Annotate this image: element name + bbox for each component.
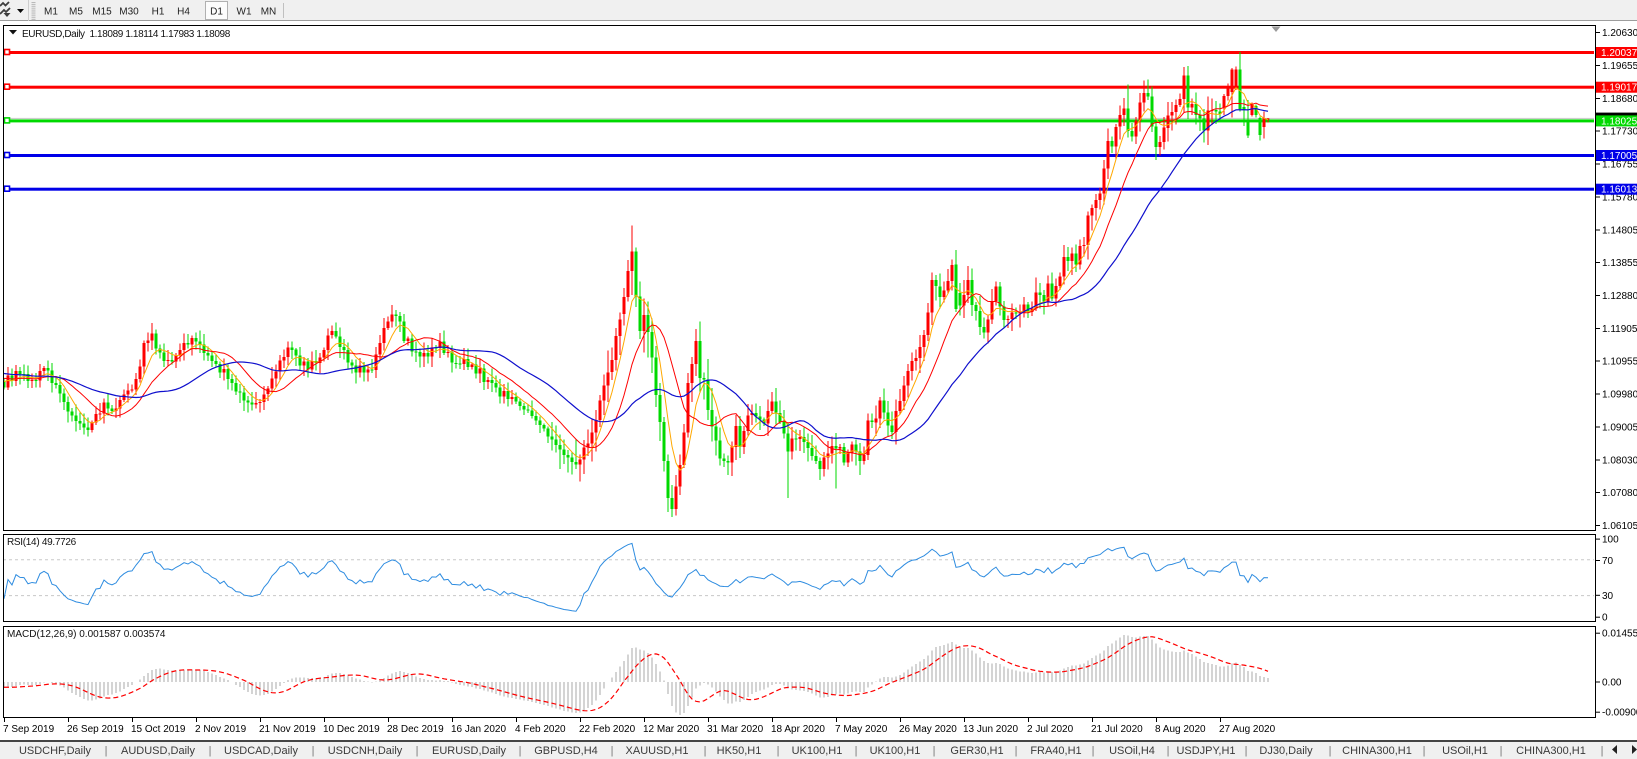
svg-text:M15: M15 — [92, 7, 112, 18]
svg-text:0.014556: 0.014556 — [1602, 629, 1637, 640]
svg-text:H1: H1 — [152, 7, 165, 18]
svg-text:FRA40,H1: FRA40,H1 — [1030, 745, 1081, 757]
svg-text:2 Nov 2019: 2 Nov 2019 — [195, 724, 247, 735]
svg-text:1.17005: 1.17005 — [1601, 151, 1637, 162]
svg-text:1.19017: 1.19017 — [1601, 83, 1637, 94]
svg-text:0.00: 0.00 — [1602, 678, 1622, 689]
svg-text:|: | — [611, 745, 614, 757]
svg-text:1.16013: 1.16013 — [1601, 185, 1637, 196]
svg-text:|: | — [1092, 745, 1095, 757]
svg-text:|: | — [1601, 745, 1604, 757]
svg-text:H4: H4 — [177, 7, 190, 18]
svg-text:|: | — [1015, 745, 1018, 757]
svg-text:13 Jun 2020: 13 Jun 2020 — [963, 724, 1018, 735]
svg-text:16 Jan 2020: 16 Jan 2020 — [451, 724, 506, 735]
svg-text:M5: M5 — [69, 7, 83, 18]
svg-text:DJ30,Daily: DJ30,Daily — [1259, 745, 1313, 757]
svg-text:|: | — [1329, 745, 1332, 757]
svg-text:EURUSD,Daily: EURUSD,Daily — [432, 745, 506, 757]
svg-text:|: | — [1167, 745, 1170, 757]
svg-text:|: | — [519, 745, 522, 757]
svg-text:EURUSD,Daily 1.18089 1.18114: EURUSD,Daily 1.18089 1.18114 1.17983 1.1… — [22, 29, 231, 40]
svg-text:1.13855: 1.13855 — [1602, 258, 1637, 269]
svg-text:7 May 2020: 7 May 2020 — [835, 724, 888, 735]
svg-text:HK50,H1: HK50,H1 — [717, 745, 762, 757]
svg-text:1.18680: 1.18680 — [1602, 94, 1637, 105]
svg-text:D1: D1 — [210, 7, 223, 18]
svg-text:1.14805: 1.14805 — [1602, 226, 1637, 237]
svg-text:USDCNH,Daily: USDCNH,Daily — [328, 745, 403, 757]
svg-text:|: | — [777, 745, 780, 757]
svg-text:12 Mar 2020: 12 Mar 2020 — [643, 724, 700, 735]
svg-text:|: | — [1500, 745, 1503, 757]
svg-text:MACD(12,26,9) 0.001587 0.00357: MACD(12,26,9) 0.001587 0.003574 — [7, 629, 166, 640]
svg-text:RSI(14) 49.7726: RSI(14) 49.7726 — [7, 537, 77, 548]
svg-text:1.19655: 1.19655 — [1602, 61, 1637, 72]
svg-text:|: | — [704, 745, 707, 757]
svg-text:21 Jul 2020: 21 Jul 2020 — [1091, 724, 1143, 735]
svg-text:|: | — [855, 745, 858, 757]
svg-text:XAUUSD,H1: XAUUSD,H1 — [626, 745, 689, 757]
svg-text:1.15780: 1.15780 — [1602, 193, 1637, 204]
svg-text:UK100,H1: UK100,H1 — [792, 745, 843, 757]
svg-text:|: | — [933, 745, 936, 757]
svg-text:|: | — [1423, 745, 1426, 757]
svg-text:1.09005: 1.09005 — [1602, 423, 1637, 434]
svg-text:|: | — [209, 745, 212, 757]
svg-text:UK100,H1: UK100,H1 — [870, 745, 921, 757]
svg-text:-0.00900: -0.00900 — [1602, 708, 1637, 719]
svg-text:1.20037: 1.20037 — [1601, 48, 1637, 59]
svg-text:1.18025: 1.18025 — [1601, 116, 1637, 127]
svg-text:CHINA300,H1: CHINA300,H1 — [1516, 745, 1586, 757]
svg-text:|: | — [416, 745, 419, 757]
svg-text:1.09980: 1.09980 — [1602, 390, 1637, 401]
svg-text:1.07080: 1.07080 — [1602, 488, 1637, 499]
svg-text:W1: W1 — [237, 7, 252, 18]
svg-text:CHINA300,H1: CHINA300,H1 — [1342, 745, 1412, 757]
svg-text:31 Mar 2020: 31 Mar 2020 — [707, 724, 764, 735]
svg-text:1.16755: 1.16755 — [1602, 160, 1637, 171]
svg-text:28 Dec 2019: 28 Dec 2019 — [387, 724, 444, 735]
svg-text:|: | — [105, 745, 108, 757]
svg-text:70: 70 — [1602, 556, 1614, 567]
svg-text:1.10955: 1.10955 — [1602, 356, 1637, 367]
svg-text:|: | — [312, 745, 315, 757]
svg-text:USOil,H4: USOil,H4 — [1109, 745, 1155, 757]
svg-text:GER30,H1: GER30,H1 — [950, 745, 1003, 757]
svg-text:21 Nov 2019: 21 Nov 2019 — [259, 724, 316, 735]
svg-text:27 Aug 2020: 27 Aug 2020 — [1219, 724, 1276, 735]
svg-text:USDCAD,Daily: USDCAD,Daily — [224, 745, 298, 757]
svg-text:0: 0 — [1602, 613, 1608, 624]
svg-text:100: 100 — [1602, 535, 1619, 546]
svg-text:15 Oct 2019: 15 Oct 2019 — [131, 724, 186, 735]
svg-text:1.12880: 1.12880 — [1602, 291, 1637, 302]
svg-text:1.08030: 1.08030 — [1602, 456, 1637, 467]
svg-text:USDJPY,H1: USDJPY,H1 — [1176, 745, 1235, 757]
svg-text:AUDUSD,Daily: AUDUSD,Daily — [121, 745, 195, 757]
svg-text:1.20630: 1.20630 — [1602, 28, 1637, 39]
svg-text:M30: M30 — [119, 7, 139, 18]
svg-text:MN: MN — [261, 7, 277, 18]
svg-text:4 Feb 2020: 4 Feb 2020 — [515, 724, 566, 735]
svg-text:26 Sep 2019: 26 Sep 2019 — [67, 724, 124, 735]
svg-text:18 Apr 2020: 18 Apr 2020 — [771, 724, 825, 735]
svg-text:1.06105: 1.06105 — [1602, 521, 1637, 532]
svg-text:2 Jul 2020: 2 Jul 2020 — [1027, 724, 1074, 735]
svg-text:30: 30 — [1602, 591, 1614, 602]
svg-text:26 May 2020: 26 May 2020 — [899, 724, 957, 735]
svg-text:1.11905: 1.11905 — [1602, 324, 1637, 335]
svg-text:10 Dec 2019: 10 Dec 2019 — [323, 724, 380, 735]
svg-text:7 Sep 2019: 7 Sep 2019 — [3, 724, 55, 735]
svg-text:USDCHF,Daily: USDCHF,Daily — [19, 745, 92, 757]
svg-text:1.17730: 1.17730 — [1602, 126, 1637, 137]
svg-text:GBPUSD,H4: GBPUSD,H4 — [534, 745, 598, 757]
svg-text:22 Feb 2020: 22 Feb 2020 — [579, 724, 636, 735]
svg-text:|: | — [1245, 745, 1248, 757]
svg-text:M1: M1 — [44, 7, 58, 18]
svg-text:USOil,H1: USOil,H1 — [1442, 745, 1488, 757]
svg-text:8 Aug 2020: 8 Aug 2020 — [1155, 724, 1206, 735]
